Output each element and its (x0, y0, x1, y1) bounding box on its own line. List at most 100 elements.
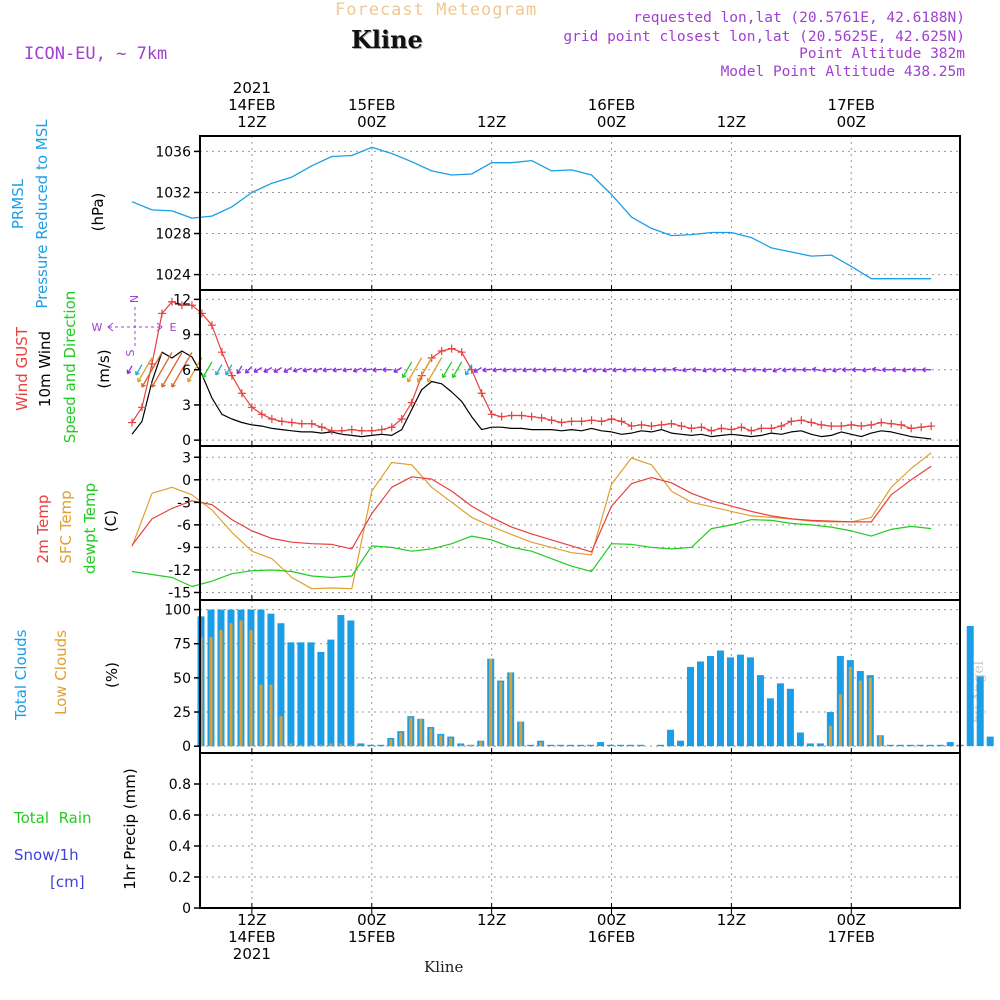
wind-arrow (263, 366, 273, 373)
wind-arrow-head (401, 373, 407, 379)
wind-arrow (427, 357, 443, 383)
gust-marker (367, 426, 376, 435)
panel-frame-2 (199, 445, 961, 601)
grid-layer (200, 136, 960, 909)
wind-arrow (672, 368, 682, 372)
wind-arrow (512, 368, 522, 372)
low-cloud-bar (389, 739, 393, 747)
wind-arrow-head (187, 377, 192, 383)
gust-marker (677, 422, 686, 431)
wind-arrow (762, 368, 772, 372)
wind-arrow (273, 366, 283, 373)
low-cloud-bar (519, 721, 523, 747)
total-cloud-bar (327, 639, 335, 747)
wind-arrow-head (812, 366, 817, 373)
wind-arrow (452, 361, 463, 378)
wind-arrow (417, 357, 433, 383)
time-label-top: 00Z (597, 113, 626, 131)
gust-marker (187, 301, 196, 310)
low-cloud-bar (299, 744, 303, 747)
gust-marker (457, 348, 466, 357)
wind-arrow-head (871, 366, 877, 373)
wind-arrow (482, 368, 492, 372)
wind-arrow-head (362, 367, 367, 373)
wind-arrow-head (562, 367, 567, 373)
gust-marker (357, 426, 366, 435)
wind-arrow (245, 366, 253, 374)
wind-arrow-head (522, 367, 527, 373)
gust-marker (297, 419, 306, 428)
total-cloud-bar (577, 744, 585, 747)
total-cloud-bar (557, 744, 565, 747)
gust-marker (537, 413, 546, 422)
gust-marker (407, 398, 416, 407)
low-cloud-bar (868, 677, 872, 747)
gust-marker (347, 425, 356, 434)
time-label-bottom: 12Z (717, 911, 746, 929)
y-tick-label: 3 (182, 398, 191, 414)
gust-marker (167, 297, 176, 306)
time-label-bottom: 2021 (233, 945, 271, 963)
time-label-top: 16FEB (588, 96, 635, 114)
wind-arrow-head (253, 368, 259, 373)
low-cloud-bar (858, 680, 862, 747)
gust-marker (447, 344, 456, 353)
y-tick-label: 0 (182, 739, 191, 755)
gust-marker (737, 423, 746, 432)
wind-arrow (772, 367, 782, 372)
compass-e: E (170, 321, 177, 334)
gust-marker (907, 424, 916, 433)
gust-marker (527, 412, 536, 421)
time-label-bottom: 14FEB (228, 928, 275, 946)
gust-marker (897, 420, 906, 429)
low-cloud-bar (479, 740, 483, 747)
wind-arrow-head (151, 383, 156, 388)
wind-arrow-head (732, 367, 737, 373)
total-cloud-bar (597, 742, 605, 747)
location-title: Kline (351, 25, 423, 54)
wind-arrow (822, 368, 832, 372)
wind-arrow (225, 364, 233, 376)
gust-marker (817, 420, 826, 429)
wind-arrow-head (861, 367, 867, 373)
total-cloud-bar (347, 620, 355, 747)
y-tick-label: 12 (173, 292, 191, 308)
wind-arrow-head (911, 367, 916, 373)
panel-frame-1 (199, 289, 961, 447)
total-cloud-bar (587, 744, 595, 747)
time-label-bottom: 17FEB (828, 928, 875, 946)
time-label-top: 00Z (837, 113, 866, 131)
gust-marker (567, 417, 576, 426)
total-cloud-bar (317, 651, 325, 747)
time-label-top: 14FEB (228, 96, 275, 114)
wind-arrow-head (441, 373, 447, 379)
wind-arrow-head (692, 367, 697, 373)
wind-arrow-head (283, 368, 289, 373)
low-cloud-bar (269, 684, 273, 747)
total-cloud-bar (806, 743, 814, 747)
total-cloud-bar (607, 744, 615, 747)
y-tick-label: 1036 (155, 144, 191, 160)
total-cloud-bar (796, 732, 804, 747)
gust-marker (487, 410, 496, 419)
y-tick-label: 6 (182, 363, 191, 379)
wind-arrow (253, 366, 263, 373)
y-tick-label: -15 (168, 585, 191, 601)
wind-arrow (283, 366, 293, 373)
wind-arrow (236, 365, 243, 374)
wind-arrow (137, 357, 153, 383)
y-tick-label: -3 (177, 495, 191, 511)
wind-arrow-head (171, 383, 176, 388)
total-cloud-bar (307, 642, 315, 747)
tick-layer: 1024102810321036036912-15-12-9-6-3030255… (155, 79, 875, 963)
total-cloud-bar (547, 744, 555, 747)
time-label-top: 00Z (357, 113, 386, 131)
wind-arrow-head (312, 367, 318, 373)
total-cloud-bar (527, 744, 535, 747)
gust-marker (317, 423, 326, 432)
wind-arrow (682, 368, 692, 372)
low-cloud-bar (419, 718, 423, 747)
frame-layer (199, 135, 961, 909)
gust-marker (827, 422, 836, 431)
y-tick-label: 75 (173, 637, 191, 653)
